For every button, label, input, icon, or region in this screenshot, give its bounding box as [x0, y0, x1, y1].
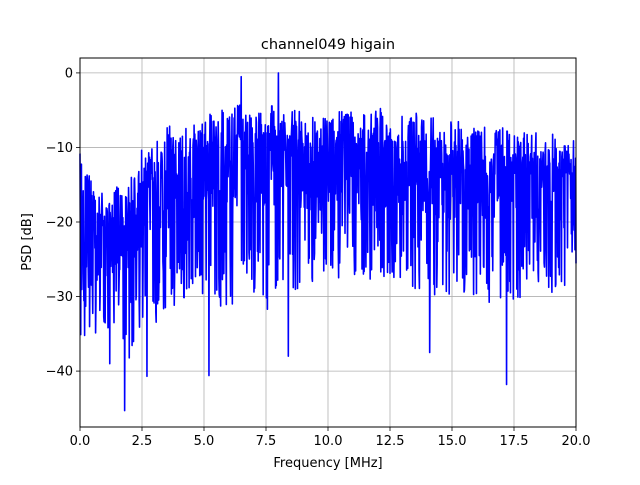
- x-tick-label: 17.5: [500, 434, 529, 449]
- x-tick-label: 0.0: [70, 434, 91, 449]
- x-tick-label: 5.0: [194, 434, 215, 449]
- x-axis-label: Frequency [MHz]: [273, 456, 382, 471]
- axis-ticks: 0.0 2.5 5.0 7.5 10.0 12.5 15.0 17.5 20.0 0 −10 −20 −…: [46, 66, 591, 449]
- y-tick-label: −40: [46, 365, 73, 380]
- plot-area: [79, 72, 577, 412]
- y-tick-label: −20: [46, 216, 73, 231]
- x-tick-label: 2.5: [132, 434, 153, 449]
- x-tick-label: 12.5: [376, 434, 405, 449]
- psd-series-line: [79, 72, 577, 412]
- y-axis-label: PSD [dB]: [20, 213, 35, 271]
- y-tick-label: −30: [46, 290, 73, 305]
- x-tick-label: 15.0: [438, 434, 467, 449]
- x-tick-label: 7.5: [256, 434, 277, 449]
- x-tick-label: 10.0: [314, 434, 343, 449]
- chart-title: channel049 higain: [261, 37, 395, 53]
- y-tick-label: 0: [65, 66, 73, 81]
- y-tick-label: −10: [46, 141, 73, 156]
- x-tick-label: 20.0: [562, 434, 591, 449]
